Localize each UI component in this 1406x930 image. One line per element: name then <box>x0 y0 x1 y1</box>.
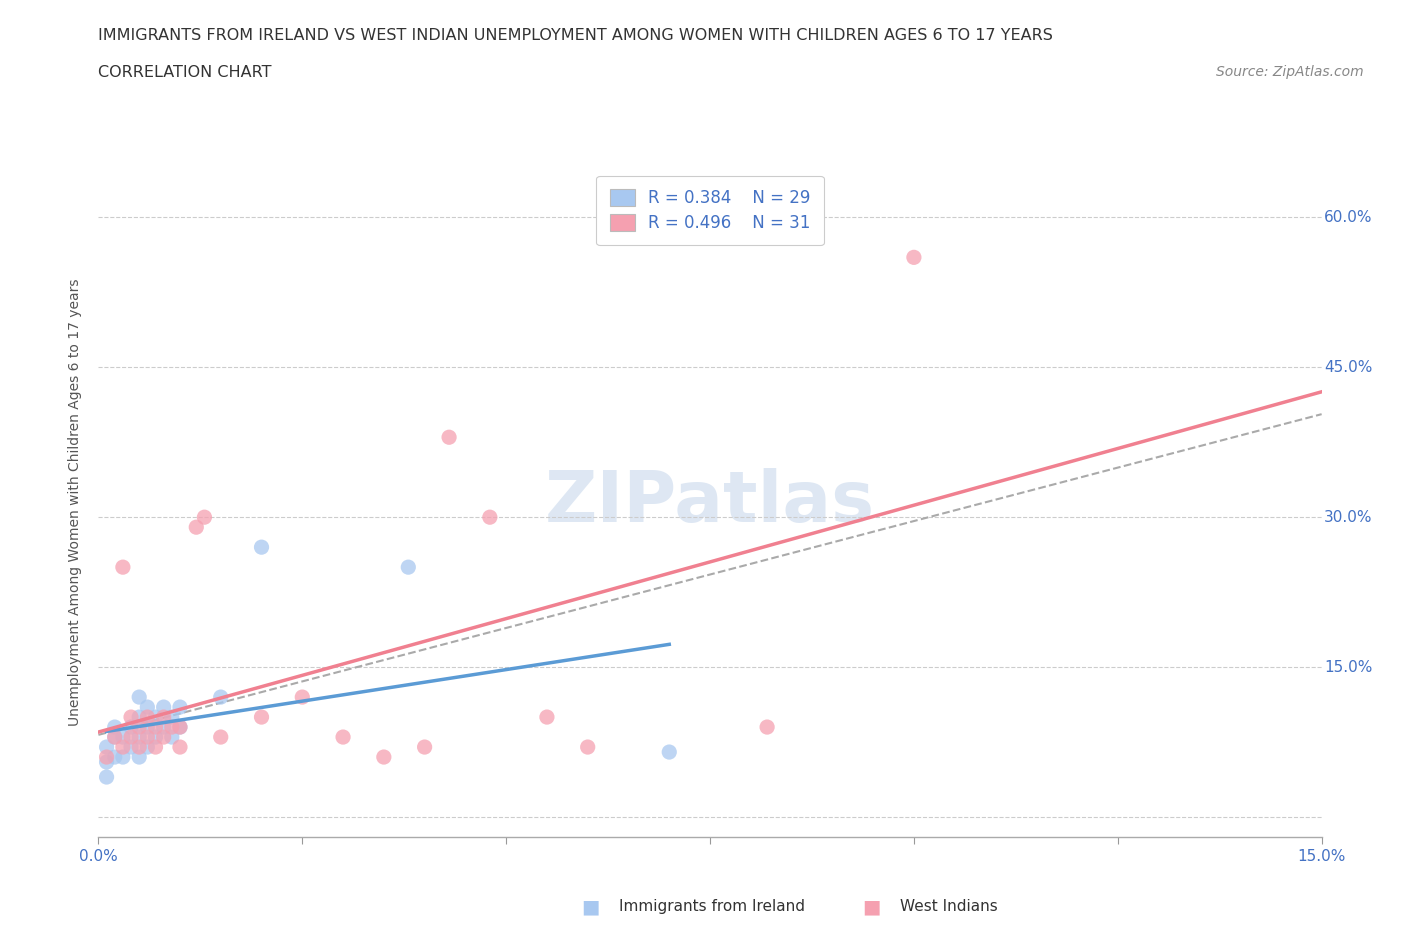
Point <box>160 710 183 724</box>
Point <box>169 720 191 735</box>
Point <box>332 730 354 745</box>
Point <box>120 720 142 735</box>
Text: CORRELATION CHART: CORRELATION CHART <box>98 65 271 80</box>
Point <box>152 699 174 714</box>
Text: 60.0%: 60.0% <box>1324 210 1372 225</box>
Point <box>136 710 159 724</box>
Point <box>111 560 134 575</box>
Text: 15.0%: 15.0% <box>1324 659 1372 674</box>
Point <box>111 730 134 745</box>
Point <box>104 720 127 735</box>
Point <box>111 750 134 764</box>
Point <box>756 720 779 735</box>
Point <box>152 730 174 745</box>
Point <box>209 690 232 705</box>
Text: ZIPatlas: ZIPatlas <box>546 468 875 537</box>
Point <box>120 739 142 754</box>
Point <box>152 720 174 735</box>
Point <box>145 710 167 724</box>
Point <box>128 720 150 735</box>
Point <box>160 730 183 745</box>
Point <box>104 730 127 745</box>
Text: Immigrants from Ireland: Immigrants from Ireland <box>619 899 804 914</box>
Point <box>658 745 681 760</box>
Point <box>478 510 501 525</box>
Point <box>136 720 159 735</box>
Point <box>169 720 191 735</box>
Point <box>145 720 167 735</box>
Point <box>96 739 118 754</box>
Point <box>903 250 925 265</box>
Point <box>169 699 191 714</box>
Point <box>209 730 232 745</box>
Text: IMMIGRANTS FROM IRELAND VS WEST INDIAN UNEMPLOYMENT AMONG WOMEN WITH CHILDREN AG: IMMIGRANTS FROM IRELAND VS WEST INDIAN U… <box>98 28 1053 43</box>
Point <box>396 560 419 575</box>
Text: 30.0%: 30.0% <box>1324 510 1372 525</box>
Point <box>136 699 159 714</box>
Text: 45.0%: 45.0% <box>1324 360 1372 375</box>
Point <box>128 690 150 705</box>
Point <box>96 750 118 764</box>
Point <box>373 750 395 764</box>
Point <box>437 430 460 445</box>
Point <box>193 510 215 525</box>
Point <box>128 739 150 754</box>
Point <box>120 730 142 745</box>
Point <box>111 739 134 754</box>
Point <box>136 739 159 754</box>
Legend: R = 0.384    N = 29, R = 0.496    N = 31: R = 0.384 N = 29, R = 0.496 N = 31 <box>596 176 824 246</box>
Point <box>291 690 314 705</box>
Point <box>136 730 159 745</box>
Text: Source: ZipAtlas.com: Source: ZipAtlas.com <box>1216 65 1364 79</box>
Text: ■: ■ <box>581 897 600 916</box>
Point <box>96 754 118 769</box>
Point <box>128 750 150 764</box>
Point <box>145 739 167 754</box>
Point <box>96 770 118 785</box>
Point <box>128 710 150 724</box>
Text: ■: ■ <box>862 897 882 916</box>
Point <box>104 750 127 764</box>
Point <box>186 520 208 535</box>
Point <box>413 739 436 754</box>
Point <box>250 710 273 724</box>
Y-axis label: Unemployment Among Women with Children Ages 6 to 17 years: Unemployment Among Women with Children A… <box>69 278 83 726</box>
Point <box>576 739 599 754</box>
Text: West Indians: West Indians <box>900 899 998 914</box>
Point <box>145 730 167 745</box>
Point <box>152 710 174 724</box>
Point <box>160 720 183 735</box>
Point <box>120 710 142 724</box>
Point <box>128 730 150 745</box>
Point <box>104 730 127 745</box>
Point <box>169 739 191 754</box>
Point <box>536 710 558 724</box>
Point <box>250 539 273 554</box>
